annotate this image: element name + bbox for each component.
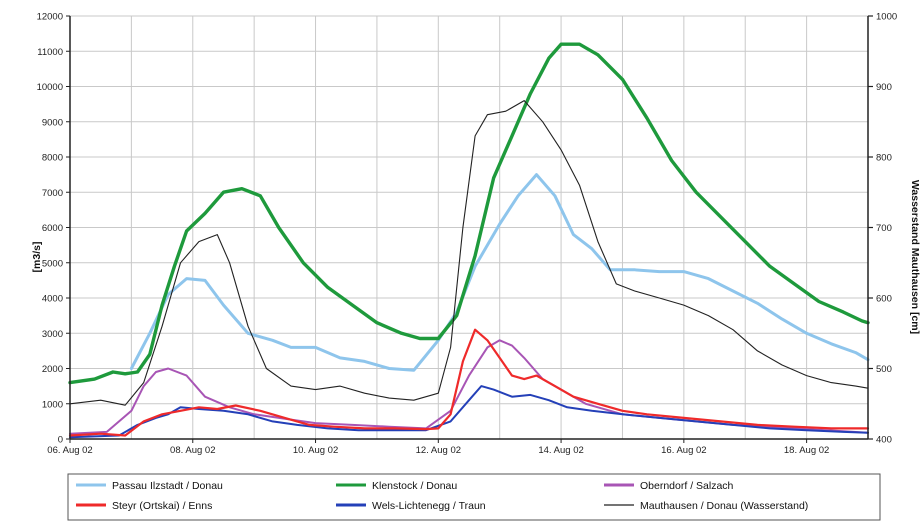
x-tick-label: 14. Aug 02 [538,445,583,456]
series-line [69,385,869,439]
legend-label: Wels-Lichtenegg / Traun [372,500,486,512]
legend-label: Mauthausen / Donau (Wasserstand) [640,500,808,512]
y2-tick-label: 1000 [876,12,897,23]
y2-tick-label: 700 [876,223,892,234]
series-line [129,173,870,372]
y2-tick-label: 400 [876,435,892,446]
series-line [68,328,870,437]
series-line [68,42,870,385]
y-tick-label: 11000 [37,47,63,58]
legend-label: Oberndorf / Salzach [640,480,734,492]
legend: Passau Ilzstadt / Donau Klenstock / Donau… [67,473,881,521]
y-tick-label: 10000 [37,82,63,93]
x-tick-label: 18. Aug 02 [784,445,829,456]
series-line [69,100,869,406]
y2-tick-label: 500 [876,364,892,375]
axes [66,15,873,443]
y2-tick-label: 900 [876,82,892,93]
y2-tick-label: 600 [876,294,892,305]
y-tick-label: 1000 [42,399,63,410]
y-tick-label: 7000 [42,188,63,199]
y2-axis-title: Wasserstand Mauthausen [cm] [909,180,921,334]
x-tick-label: 06. Aug 02 [47,445,92,456]
legend-label: Steyr (Ortskai) / Enns [112,500,212,512]
y-tick-label: 8000 [42,153,63,164]
x-tick-label: 08. Aug 02 [170,445,215,456]
y-axis-title: [m3/s] [31,242,43,273]
tick-labels: 0 1000 2000 3000 4000 5000 6000 7000 8000 9000 100… [37,12,898,457]
y-tick-label: 2000 [42,364,63,375]
y-tick-label: 4000 [42,294,63,305]
legend-label: Passau Ilzstadt / Donau [112,480,223,492]
legend-label: Klenstock / Donau [372,480,457,492]
y-tick-label: 0 [58,435,63,446]
x-tick-label: 10. Aug 02 [293,445,338,456]
x-tick-label: 16. Aug 02 [661,445,706,456]
y-tick-label: 12000 [37,12,63,23]
y-tick-label: 9000 [42,117,63,128]
y-tick-label: 6000 [42,223,63,234]
y-tick-label: 5000 [42,258,63,269]
grid [70,15,868,440]
legend-box [67,473,881,521]
x-tick-label: 12. Aug 02 [416,445,461,456]
y-tick-label: 3000 [42,329,63,340]
y2-tick-label: 800 [876,153,892,164]
series-layer [68,42,870,439]
